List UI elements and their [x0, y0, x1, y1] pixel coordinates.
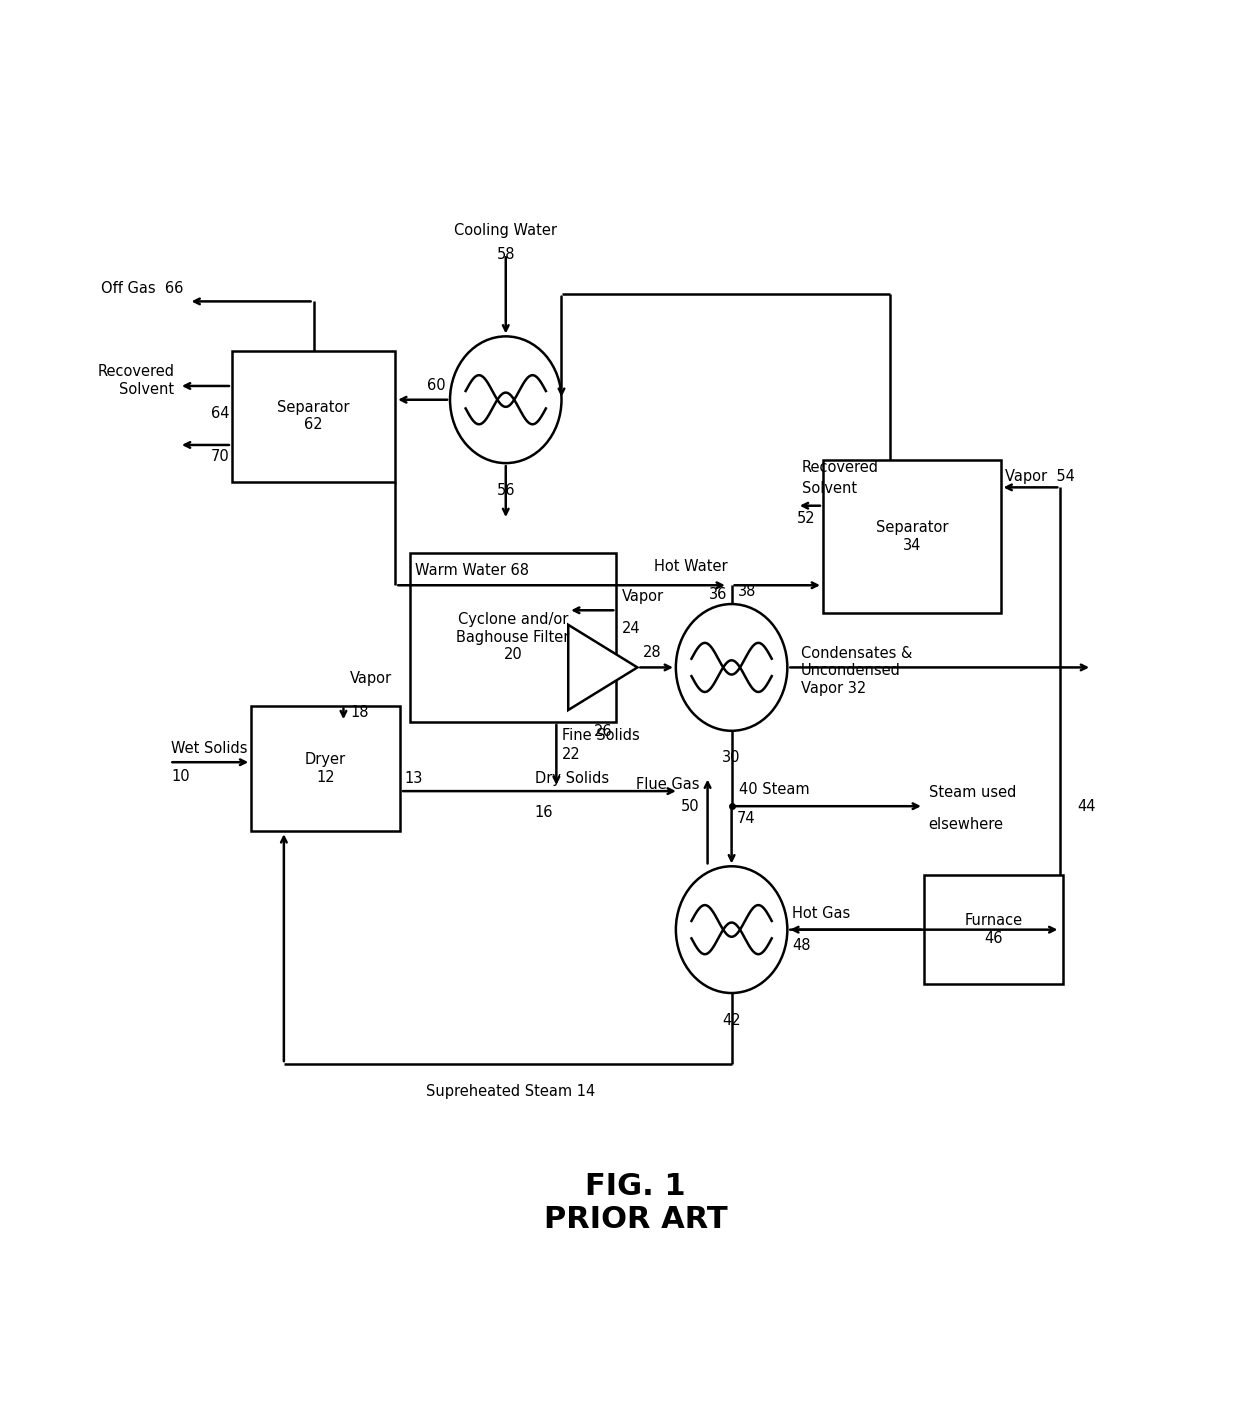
Bar	[823, 460, 1001, 613]
Text: Wet Solids: Wet Solids	[171, 741, 248, 756]
Text: 42: 42	[722, 1013, 742, 1027]
Text: Hot Water: Hot Water	[655, 559, 728, 575]
Text: Cooling Water: Cooling Water	[454, 223, 557, 238]
Text: Flue Gas: Flue Gas	[636, 776, 699, 792]
Text: Vapor: Vapor	[622, 589, 665, 603]
Text: elsewhere: elsewhere	[929, 817, 1003, 832]
Text: Separator
34: Separator 34	[875, 521, 949, 552]
Text: 70: 70	[211, 450, 229, 464]
Text: 58: 58	[496, 247, 515, 263]
Text: 52: 52	[797, 511, 816, 526]
Text: 16: 16	[534, 806, 553, 820]
Bar	[409, 552, 616, 722]
Bar	[924, 876, 1063, 985]
Text: Solvent: Solvent	[119, 382, 174, 397]
Text: 40 Steam: 40 Steam	[739, 782, 810, 797]
Text: Fine Solids: Fine Solids	[562, 728, 640, 742]
Text: 28: 28	[644, 644, 662, 660]
Text: 22: 22	[562, 748, 580, 762]
Text: Recovered: Recovered	[97, 365, 174, 379]
Bar	[232, 350, 396, 481]
Circle shape	[450, 336, 562, 463]
Text: Warm Water 68: Warm Water 68	[415, 562, 529, 578]
Text: 26: 26	[594, 724, 613, 739]
Text: 44: 44	[1078, 799, 1096, 813]
Text: Dry Solids: Dry Solids	[534, 771, 609, 786]
Text: Off Gas  66: Off Gas 66	[102, 281, 184, 297]
Text: 38: 38	[738, 583, 756, 599]
Text: FIG. 1: FIG. 1	[585, 1172, 686, 1200]
Text: Vapor: Vapor	[350, 671, 392, 685]
Text: Uncondensed: Uncondensed	[801, 663, 900, 678]
Text: Supreheated Steam 14: Supreheated Steam 14	[427, 1084, 595, 1098]
Text: Vapor  54: Vapor 54	[1006, 470, 1075, 484]
Text: 30: 30	[723, 751, 740, 765]
Text: 24: 24	[622, 622, 641, 636]
Text: 64: 64	[212, 406, 229, 420]
Text: 56: 56	[496, 482, 515, 498]
Text: Recovered: Recovered	[802, 460, 879, 475]
Text: 13: 13	[404, 771, 423, 786]
Text: Steam used: Steam used	[929, 785, 1016, 800]
Text: 50: 50	[681, 799, 699, 813]
Text: Hot Gas: Hot Gas	[792, 905, 851, 921]
Text: 48: 48	[792, 938, 811, 954]
Text: PRIOR ART: PRIOR ART	[543, 1205, 728, 1233]
Text: Vapor 32: Vapor 32	[801, 681, 866, 695]
Text: 36: 36	[709, 587, 728, 603]
Text: 74: 74	[737, 810, 755, 826]
Text: Solvent: Solvent	[802, 481, 857, 495]
Polygon shape	[568, 624, 637, 710]
Text: Furnace
46: Furnace 46	[965, 914, 1023, 946]
Bar	[250, 705, 401, 832]
Text: 18: 18	[350, 705, 368, 719]
Text: 10: 10	[171, 769, 190, 783]
Circle shape	[676, 866, 787, 993]
Text: 60: 60	[427, 379, 445, 393]
Text: Separator
62: Separator 62	[278, 400, 350, 433]
Text: Cyclone and/or
Baghouse Filter
20: Cyclone and/or Baghouse Filter 20	[456, 613, 569, 663]
Circle shape	[676, 604, 787, 731]
Text: Dryer
12: Dryer 12	[305, 752, 346, 785]
Text: Condensates &: Condensates &	[801, 646, 913, 661]
